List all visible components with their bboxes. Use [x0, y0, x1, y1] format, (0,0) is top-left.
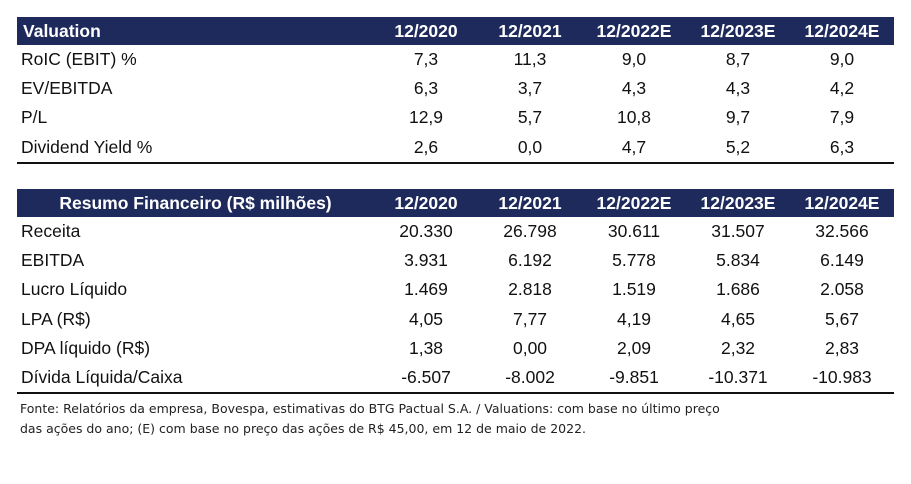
cell-value: 6.192 — [508, 250, 552, 271]
valuation-header-row: Valuation 12/2020 12/2021 12/2022E 12/20… — [17, 17, 894, 45]
cell-value: 11,3 — [513, 49, 547, 70]
cell-value: 4,2 — [829, 78, 855, 99]
financial-summary-table: Resumo Financeiro (R$ milhões) 12/2020 1… — [17, 189, 894, 395]
cell-value: 2,6 — [374, 132, 478, 164]
cell-value: 6,3 — [790, 132, 894, 164]
cell-value: 5.778 — [612, 250, 656, 271]
cell-value: 9,0 — [621, 49, 647, 70]
cell-value: 6,3 — [413, 78, 439, 99]
cell-value: -8.002 — [478, 362, 582, 395]
cell-value: 1.686 — [716, 279, 760, 300]
row-label: EV/EBITDA — [21, 78, 113, 99]
cell-value: 4,05 — [408, 308, 444, 329]
valuation-col-2022e: 12/2022E — [582, 17, 686, 45]
cell-value: 1.519 — [612, 279, 656, 300]
cell-value: 5,7 — [517, 107, 543, 128]
cell-value: 2,83 — [824, 337, 860, 358]
row-label: Receita — [21, 221, 81, 242]
summary-col-2020: 12/2020 — [374, 189, 478, 217]
table-row: EV/EBITDA 6,3 3,7 4,3 4,3 4,2 — [17, 74, 894, 103]
summary-header-row: Resumo Financeiro (R$ milhões) 12/2020 1… — [17, 189, 894, 217]
cell-value: 30.611 — [607, 221, 661, 242]
row-label: LPA (R$) — [21, 308, 91, 329]
cell-value: 31.507 — [711, 221, 765, 242]
cell-value: -6.507 — [374, 362, 478, 395]
valuation-col-2020: 12/2020 — [374, 17, 478, 45]
table-row: P/L 12,9 5,7 10,8 9,7 7,9 — [17, 103, 894, 132]
cell-value: 32.566 — [815, 221, 869, 242]
footnote-line: Fonte: Relatórios da empresa, Bovespa, e… — [20, 401, 720, 416]
table-row: Lucro Líquido 1.469 2.818 1.519 1.686 2.… — [17, 275, 894, 304]
cell-value: 20.330 — [399, 221, 453, 242]
row-label: P/L — [21, 107, 48, 128]
cell-value: 2,32 — [720, 337, 756, 358]
cell-value: 9,7 — [725, 107, 751, 128]
row-label: DPA líquido (R$) — [21, 337, 151, 358]
table-row: Receita 20.330 26.798 30.611 31.507 32.5… — [17, 217, 894, 246]
cell-value: 4,65 — [720, 308, 756, 329]
cell-value: 8,7 — [725, 49, 751, 70]
cell-value: 4,19 — [616, 308, 652, 329]
cell-value: 2.058 — [820, 279, 864, 300]
cell-value: -10.371 — [686, 362, 790, 395]
cell-value: 1,38 — [408, 337, 444, 358]
row-label: Dívida Líquida/Caixa — [17, 362, 374, 395]
cell-value: 2,09 — [616, 337, 652, 358]
summary-title: Resumo Financeiro (R$ milhões) — [17, 189, 374, 217]
row-label: EBITDA — [21, 250, 85, 271]
cell-value: 0,0 — [478, 132, 582, 164]
cell-value: 9,0 — [829, 49, 855, 70]
cell-value: 7,3 — [413, 49, 439, 70]
cell-value: 7,9 — [829, 107, 855, 128]
cell-value: 4,7 — [582, 132, 686, 164]
table-row: EBITDA 3.931 6.192 5.778 5.834 6.149 — [17, 246, 894, 275]
cell-value: 6.149 — [820, 250, 864, 271]
table-row: Dívida Líquida/Caixa -6.507 -8.002 -9.85… — [17, 362, 894, 395]
cell-value: 5.834 — [716, 250, 760, 271]
source-footnote: Fonte: Relatórios da empresa, Bovespa, e… — [20, 399, 890, 439]
summary-col-2024e: 12/2024E — [790, 189, 894, 217]
row-label: Dividend Yield % — [17, 132, 374, 164]
summary-col-2023e: 12/2023E — [686, 189, 790, 217]
cell-value: 4,3 — [725, 78, 751, 99]
cell-value: 0,00 — [512, 337, 548, 358]
cell-value: 3,7 — [517, 78, 543, 99]
valuation-title: Valuation — [17, 17, 374, 45]
summary-col-2021: 12/2021 — [478, 189, 582, 217]
row-label: RoIC (EBIT) % — [21, 49, 137, 70]
cell-value: -9.851 — [582, 362, 686, 395]
footnote-line: das ações do ano; (E) com base no preço … — [20, 421, 587, 436]
table-row: DPA líquido (R$) 1,38 0,00 2,09 2,32 2,8… — [17, 334, 894, 363]
cell-value: 5,2 — [686, 132, 790, 164]
valuation-col-2021: 12/2021 — [478, 17, 582, 45]
table-row: LPA (R$) 4,05 7,77 4,19 4,65 5,67 — [17, 305, 894, 334]
table-row: Dividend Yield % 2,6 0,0 4,7 5,2 6,3 — [17, 132, 894, 164]
table-row: RoIC (EBIT) % 7,3 11,3 9,0 8,7 9,0 — [17, 45, 894, 74]
row-label: Lucro Líquido — [21, 279, 128, 300]
cell-value: 1.469 — [404, 279, 448, 300]
cell-value: 12,9 — [408, 107, 444, 128]
valuation-table: Valuation 12/2020 12/2021 12/2022E 12/20… — [17, 17, 894, 164]
cell-value: -10.983 — [790, 362, 894, 395]
cell-value: 2.818 — [508, 279, 552, 300]
cell-value: 26.798 — [503, 221, 557, 242]
cell-value: 4,3 — [621, 78, 647, 99]
cell-value: 10,8 — [616, 107, 652, 128]
valuation-col-2024e: 12/2024E — [790, 17, 894, 45]
cell-value: 7,77 — [512, 308, 548, 329]
cell-value: 5,67 — [824, 308, 860, 329]
summary-col-2022e: 12/2022E — [582, 189, 686, 217]
cell-value: 3.931 — [404, 250, 448, 271]
valuation-col-2023e: 12/2023E — [686, 17, 790, 45]
